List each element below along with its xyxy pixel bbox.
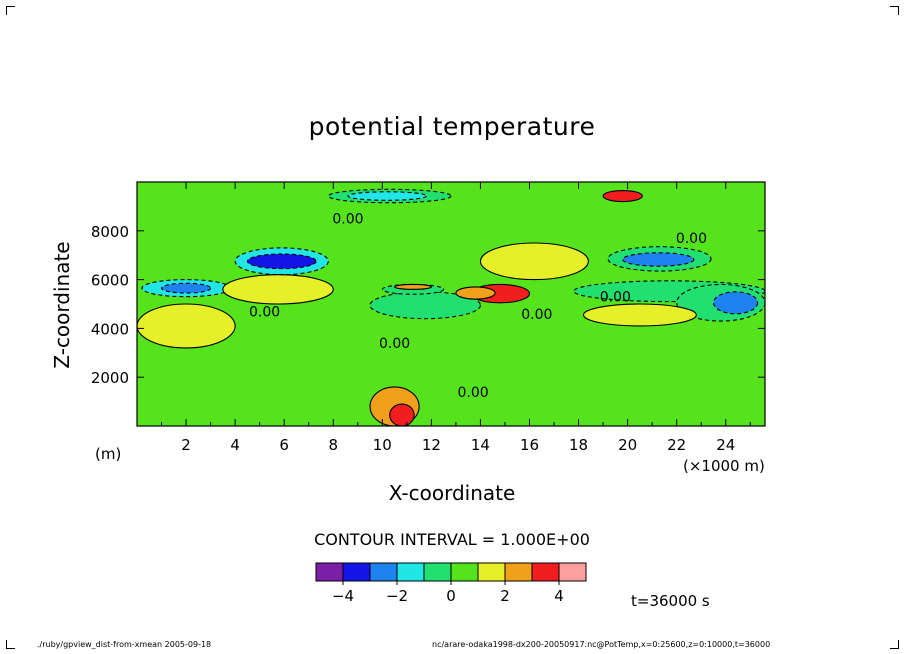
x-tick-label-2: 6: [279, 436, 289, 454]
time-label: t=36000 s: [631, 592, 710, 610]
x-tick-label-9: 20: [618, 436, 637, 454]
corner-mark-top-left: [6, 6, 15, 15]
contour-region-neg-5: [347, 191, 428, 201]
contour-interval-text: CONTOUR INTERVAL = 1.000E+00: [314, 530, 590, 549]
contour-region-pos-19: [602, 189, 643, 203]
contour-label-0: 0.00: [332, 212, 363, 228]
x-tick-label-11: 24: [716, 436, 735, 454]
contour-region-pos-28: [394, 283, 432, 290]
x-tick-label-0: 2: [181, 436, 191, 454]
contour-label-6: 0.00: [457, 385, 488, 401]
x-tick-label-4: 10: [373, 436, 392, 454]
y-axis-label: Z-coordinate: [50, 241, 74, 369]
footer-script-path: ./ruby/gpview_dist-from-xmean 2005-09-18: [37, 640, 212, 649]
contour-region-neg-7: [622, 252, 695, 267]
contour-region-pos-22: [389, 403, 415, 426]
plot-frame: [136, 181, 766, 427]
contour-region-neg-1: [160, 282, 212, 294]
contour-region-neg-10: [712, 291, 759, 315]
chart-title: potential temperature: [308, 112, 596, 141]
contour-region-pos-25: [479, 242, 589, 281]
x-tick-label-10: 22: [667, 436, 686, 454]
x-tick-label-7: 16: [520, 436, 539, 454]
contour-region-pos-27: [582, 303, 697, 327]
plot-area: [137, 182, 765, 426]
contour-labels: 0.00 0.00 0.00 0.00 0.00 0.00 0.00: [249, 212, 707, 401]
x-axis-unit-left: (m): [95, 445, 122, 463]
x-axis-unit-right: (×1000 m): [683, 457, 765, 475]
contour-label-2: 0.00: [600, 290, 631, 306]
contour-region-neg-3: [246, 253, 317, 270]
x-tick-label-8: 18: [569, 436, 588, 454]
x-tick-label-3: 8: [328, 436, 338, 454]
contour-label-3: 0.00: [249, 304, 280, 320]
contour-label-1: 0.00: [676, 231, 707, 247]
y-tick-label-3: 8000: [91, 223, 129, 241]
x-tick-label-1: 4: [230, 436, 240, 454]
footer-data-source: nc/arare-odaka1998-dx200-20050917.nc@Pot…: [432, 640, 771, 649]
y-tick-label-2: 6000: [91, 272, 129, 290]
corner-mark-bottom-right: [890, 640, 899, 649]
x-axis-label-text: X-coordinate: [388, 481, 516, 505]
contour-region-pos-23: [455, 286, 496, 300]
x-axis-label: X-coordinate: [0, 481, 904, 505]
contour-label-5: 0.00: [379, 336, 410, 352]
y-tick-label-1: 4000: [91, 320, 129, 338]
corner-mark-top-right: [890, 6, 899, 15]
contour-region-pos-24: [222, 274, 334, 305]
y-tick-label-0: 2000: [91, 369, 129, 387]
contour-label-4: 0.00: [521, 307, 552, 323]
x-tick-label-6: 14: [471, 436, 490, 454]
corner-mark-bottom-left: [6, 640, 15, 649]
contour-region-pos-26: [137, 303, 236, 349]
x-tick-label-5: 12: [422, 436, 441, 454]
